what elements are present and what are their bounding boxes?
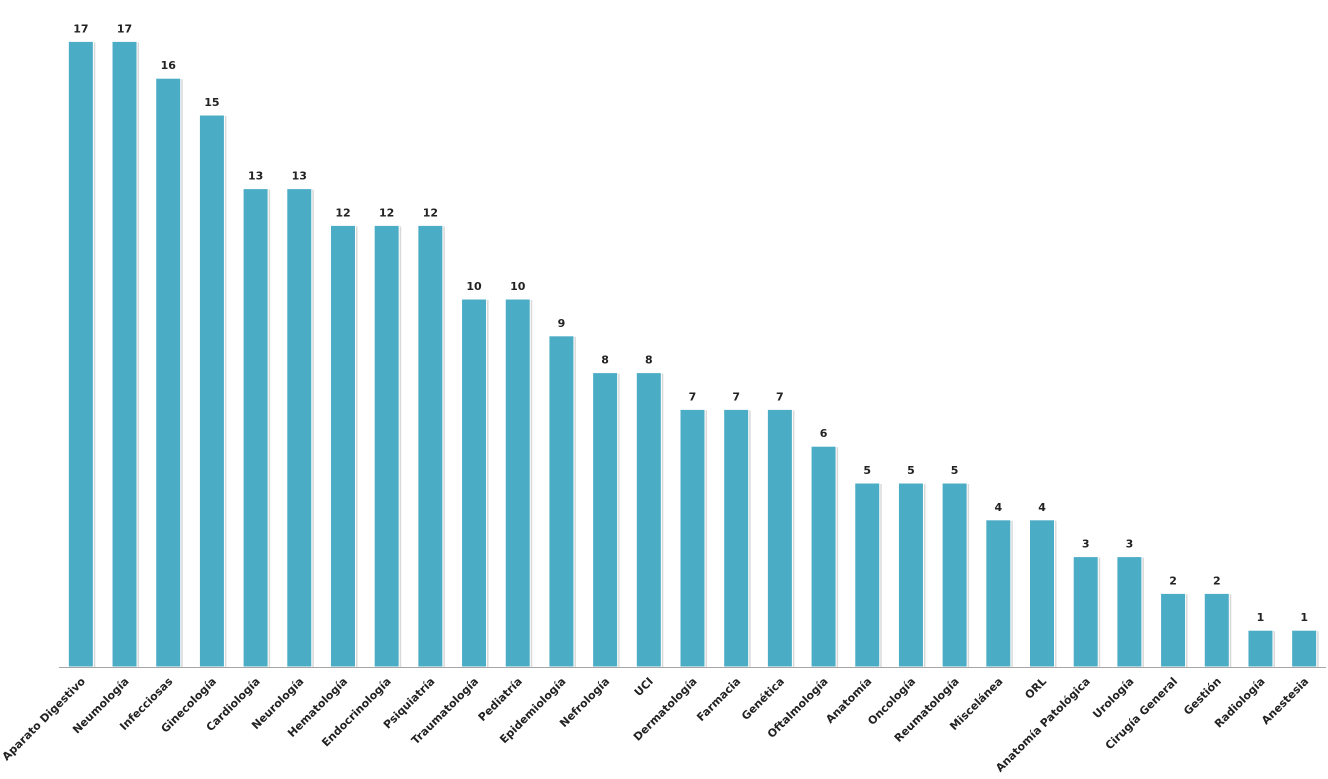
bar [1116, 556, 1143, 668]
value-label: 17 [117, 22, 132, 35]
bar [723, 408, 750, 668]
value-label: 12 [379, 206, 394, 219]
bar [592, 372, 619, 668]
value-label: 1 [1300, 611, 1308, 624]
bar [417, 224, 444, 668]
value-label: 10 [510, 280, 526, 293]
bar [286, 188, 313, 668]
value-label: 9 [558, 317, 566, 330]
bar [329, 224, 356, 668]
bar [111, 40, 138, 668]
bar [941, 482, 968, 668]
value-label: 5 [951, 464, 959, 477]
value-label: 7 [776, 390, 784, 403]
value-label: 3 [1126, 538, 1134, 551]
value-label: 12 [335, 206, 350, 219]
bar [766, 408, 793, 668]
bar [1203, 592, 1230, 668]
category-label: UCI [632, 675, 656, 699]
category-labels-layer: Aparato DigestivoNeumologíaInfecciosasGi… [0, 675, 1311, 775]
value-label: 2 [1169, 574, 1177, 587]
value-label: 8 [601, 354, 609, 367]
bar [854, 482, 881, 668]
bar [548, 335, 575, 668]
value-label: 4 [1038, 501, 1046, 514]
value-label: 5 [863, 464, 871, 477]
value-label: 6 [820, 427, 828, 440]
bar [504, 298, 531, 668]
category-label: Gestión [1181, 675, 1224, 718]
category-label: Farmacia [694, 675, 743, 724]
value-label: 2 [1213, 574, 1221, 587]
value-label: 7 [732, 390, 740, 403]
value-label: 13 [292, 170, 307, 183]
value-label: 13 [248, 170, 263, 183]
category-label: Anestesia [1259, 675, 1311, 727]
category-label: Aparato Digestivo [0, 675, 88, 764]
bar [1247, 629, 1274, 668]
category-label: ORL [1022, 675, 1049, 702]
bar [635, 372, 662, 668]
value-label: 5 [907, 464, 915, 477]
bar [1029, 519, 1056, 668]
bar [1291, 629, 1318, 668]
value-label: 3 [1082, 538, 1090, 551]
value-label: 8 [645, 354, 653, 367]
bar [679, 408, 706, 668]
value-label: 10 [466, 280, 482, 293]
category-label: Urología [1090, 675, 1136, 721]
bar [1072, 556, 1099, 668]
value-label: 12 [423, 206, 438, 219]
value-label: 17 [73, 22, 88, 35]
bar [373, 224, 400, 668]
value-labels-layer: 17 17 16 15 13 13 12 12 12 10 10 9 8 8 7 7 7 6 5 5 5 4 4 3 3 2 2 1 1 [73, 22, 1308, 624]
value-label: 15 [204, 96, 219, 109]
bar [985, 519, 1012, 668]
bar [242, 188, 269, 668]
bar [897, 482, 924, 668]
bars-layer [67, 40, 1319, 668]
bar [1160, 592, 1187, 668]
bar [810, 445, 837, 668]
value-label: 16 [161, 59, 177, 72]
bar [198, 114, 225, 668]
bar [461, 298, 488, 668]
bar [155, 77, 182, 668]
value-label: 7 [689, 390, 697, 403]
bar [67, 40, 94, 668]
value-label: 4 [994, 501, 1002, 514]
value-label: 1 [1257, 611, 1265, 624]
